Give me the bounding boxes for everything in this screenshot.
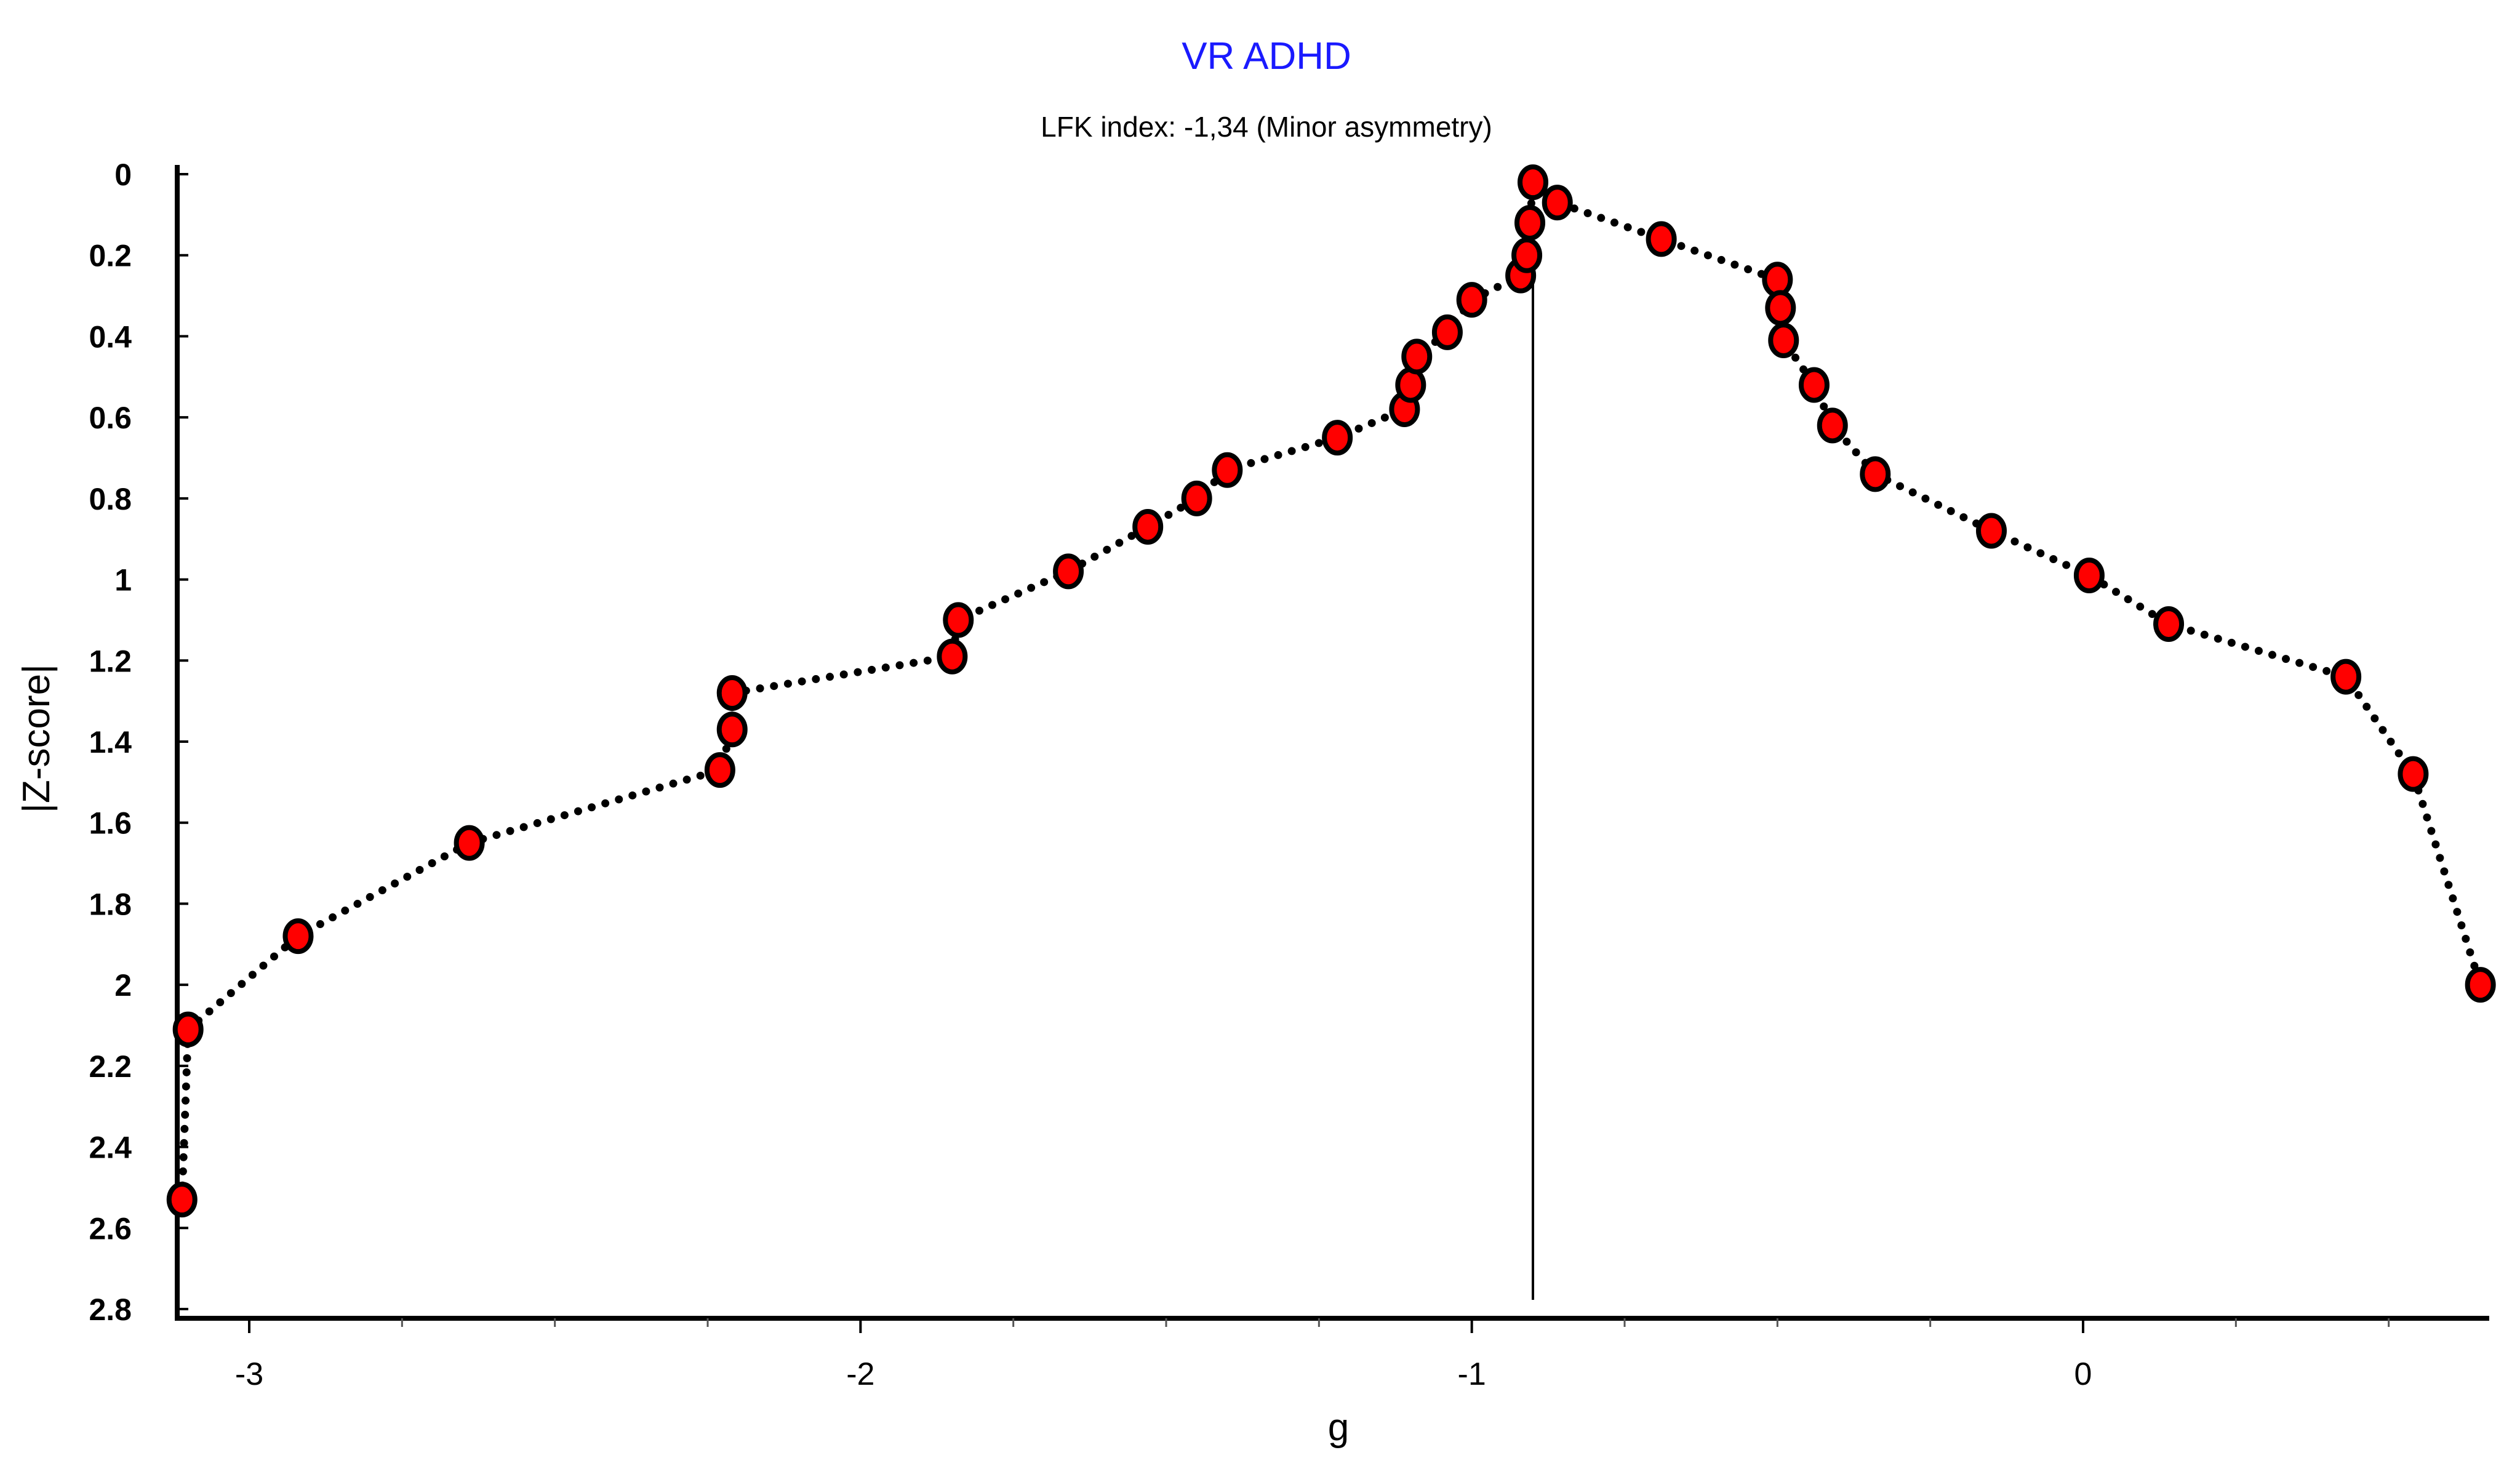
- data-point: [1518, 164, 1548, 201]
- data-point: [1762, 262, 1793, 298]
- y-tick-label: 1.8: [89, 887, 132, 921]
- x-tick-label: 0: [2074, 1356, 2092, 1392]
- data-point: [704, 752, 735, 788]
- data-point: [1212, 452, 1243, 488]
- data-point: [716, 711, 748, 748]
- x-tick-label: -3: [235, 1356, 263, 1392]
- x-axis-label: g: [1328, 1406, 1349, 1449]
- y-tick-label: 0.2: [89, 239, 132, 273]
- data-point: [1401, 338, 1433, 375]
- data-point: [937, 638, 968, 675]
- data-point: [454, 825, 485, 861]
- data-point: [1817, 407, 1848, 444]
- series-line: [178, 174, 2485, 1204]
- y-tick-label: 2.4: [89, 1131, 132, 1165]
- data-point: [282, 918, 314, 955]
- data-point: [1976, 513, 2007, 549]
- data-point: [1768, 322, 1799, 359]
- data-point: [1322, 420, 1353, 456]
- data-point: [166, 1182, 198, 1218]
- y-tick-label: 0: [114, 158, 132, 192]
- data-points: [166, 164, 2496, 1218]
- data-point: [2330, 659, 2362, 695]
- y-axis-label: |Z-score|: [15, 664, 58, 813]
- y-tick-label: 1.6: [89, 806, 132, 841]
- y-tick-label: 0.6: [89, 401, 132, 435]
- chart-title: VR ADHD: [1182, 35, 1351, 78]
- data-point: [1514, 205, 1546, 241]
- data-point: [716, 675, 748, 711]
- data-point: [1132, 508, 1164, 545]
- data-point: [1181, 480, 1212, 516]
- data-point: [1053, 553, 1084, 590]
- data-point: [1511, 237, 1543, 273]
- y-tick-label: 2.6: [89, 1211, 132, 1246]
- y-tick-label: 1: [114, 563, 132, 598]
- data-point: [1395, 367, 1426, 403]
- data-point: [1798, 367, 1830, 403]
- y-axis-ticks: 0 0.2 0.4 0.6 0.8 1 1.2 1.4 1.6 1.8 2 2.2 2.4 2.6 2.8: [89, 158, 188, 1327]
- x-tick-label: -1: [1458, 1356, 1486, 1392]
- data-point: [2073, 557, 2105, 593]
- y-tick-label: 2.8: [89, 1292, 132, 1327]
- y-tick-label: 0.4: [89, 319, 132, 354]
- data-point: [1456, 282, 1487, 318]
- y-tick-label: 2: [114, 968, 132, 1003]
- y-tick-label: 1.2: [89, 644, 132, 678]
- x-tick-label: -2: [846, 1356, 874, 1392]
- data-point: [1646, 221, 1677, 257]
- data-point: [2398, 756, 2429, 792]
- y-tick-label: 1.4: [89, 725, 132, 759]
- data-point: [172, 1011, 204, 1047]
- chart-subtitle: LFK index: -1,34 (Minor asymmetry): [1041, 111, 1492, 143]
- data-point: [943, 602, 974, 638]
- y-tick-label: 2.2: [89, 1049, 132, 1084]
- data-point: [1542, 185, 1573, 221]
- data-point: [1431, 314, 1463, 350]
- data-point: [2465, 967, 2496, 1003]
- data-point: [1860, 456, 1891, 492]
- data-point: [2153, 606, 2185, 643]
- data-point: [1765, 290, 1796, 326]
- y-tick-label: 0.8: [89, 482, 132, 516]
- x-axis-ticks: -3 -2 -1 0: [235, 1318, 2390, 1392]
